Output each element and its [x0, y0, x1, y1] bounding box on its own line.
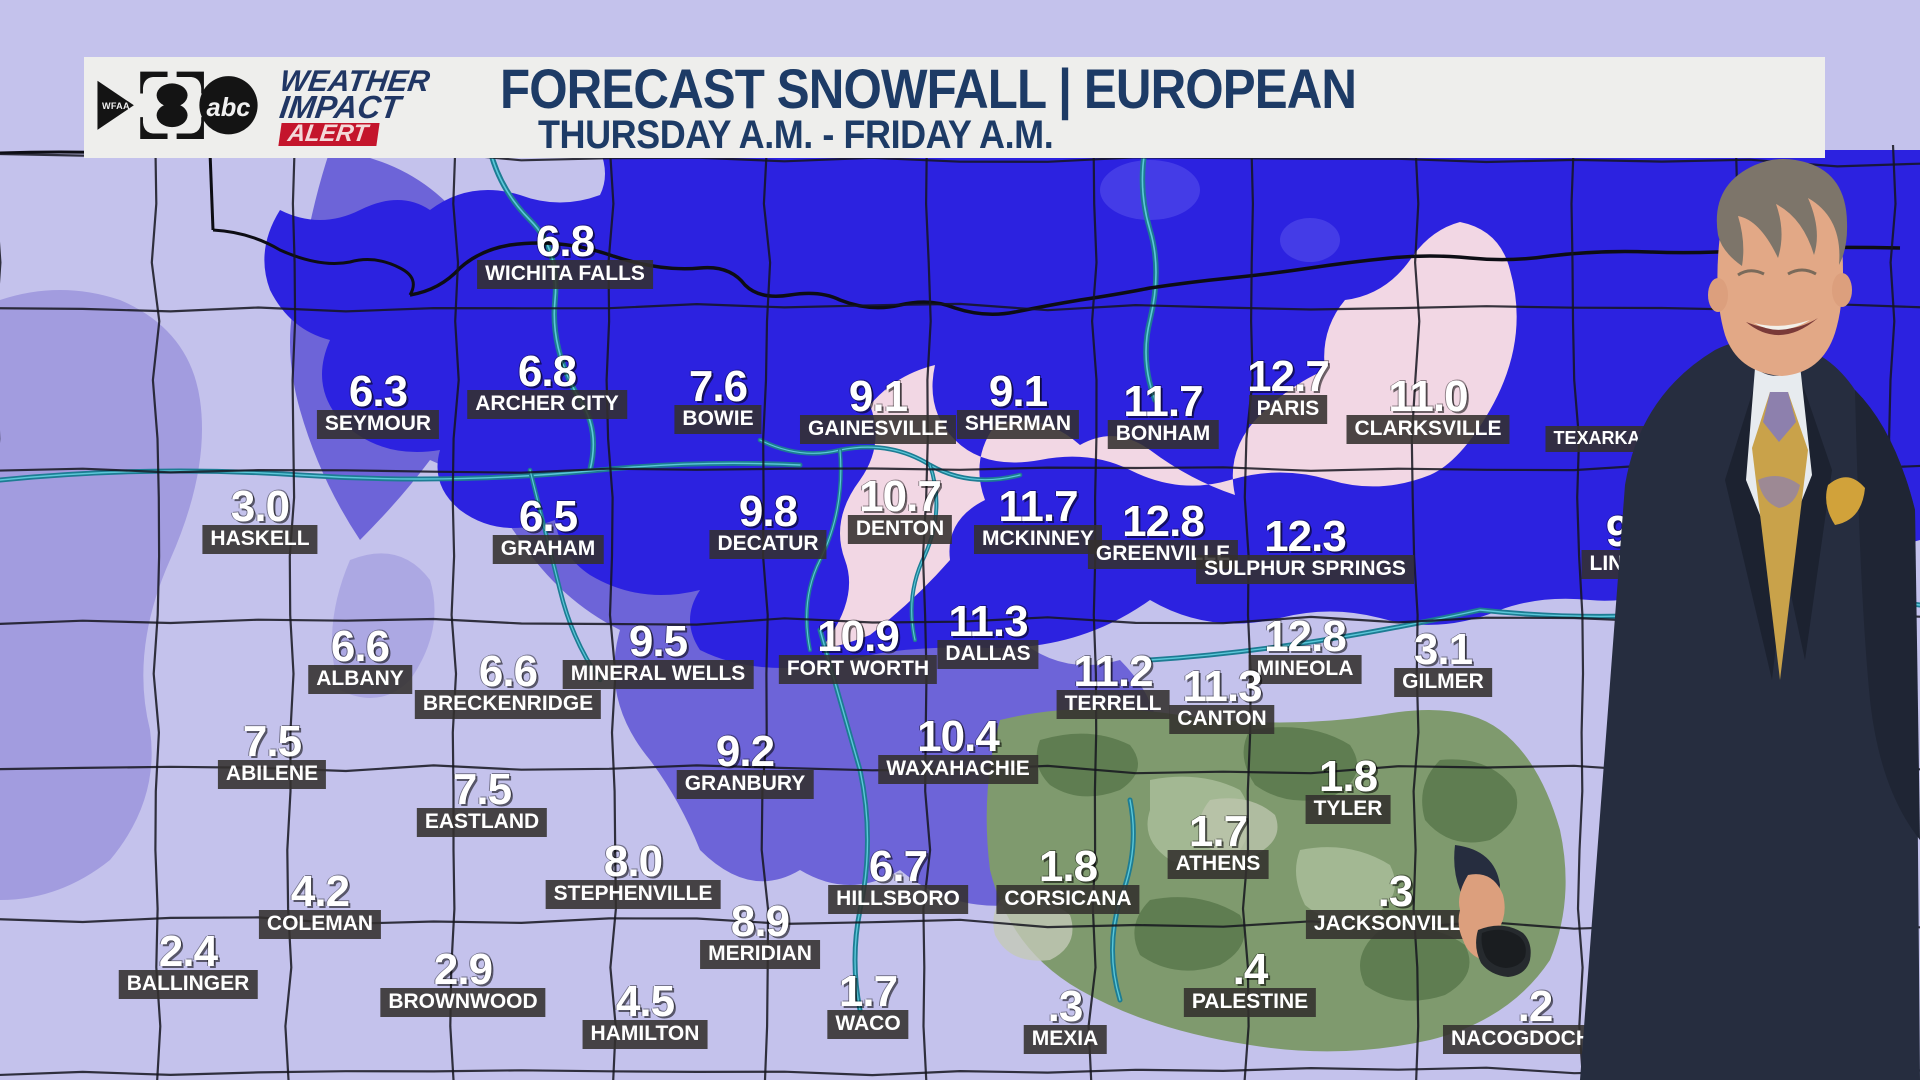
svg-text:WFAA: WFAA — [102, 100, 130, 110]
svg-text:abc: abc — [207, 94, 251, 122]
